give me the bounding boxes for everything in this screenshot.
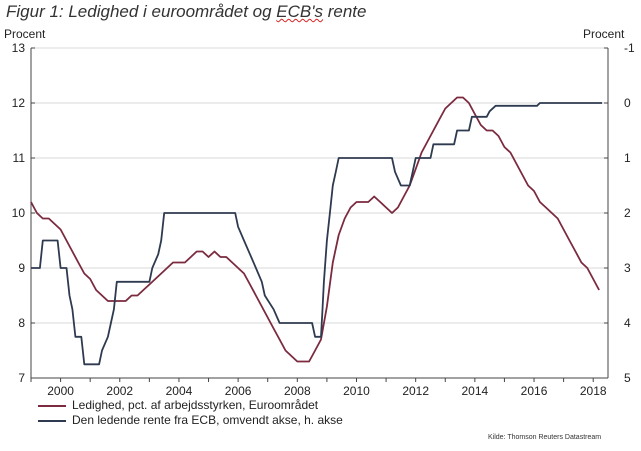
axes (30, 47, 609, 382)
left-tick-label-13: 13 (12, 41, 26, 55)
chart-title: Figur 1: Ledighed i euroområdet og ECB's… (6, 2, 366, 22)
x-tick-label-2016: 2016 (521, 384, 548, 398)
left-tick-label-10: 10 (12, 206, 26, 220)
right-tick-label--1: -1 (624, 41, 635, 55)
right-tick-label-3: 3 (624, 261, 631, 275)
x-tick-label-2006: 2006 (225, 384, 252, 398)
right-tick-label-5: 5 (624, 371, 631, 385)
x-tick-label-2014: 2014 (461, 384, 488, 398)
left-tick-label-9: 9 (18, 261, 25, 275)
chart-title-part-3: rente (323, 2, 367, 21)
left-tick-label-7: 7 (18, 371, 25, 385)
right-tick-label-2: 2 (624, 206, 631, 220)
left-tick-label-11: 11 (13, 151, 26, 165)
series-line-ecb-rate (31, 102, 603, 366)
legend-item-ecb-rate: Den ledende rente fra ECB, omvendt akse,… (38, 413, 343, 427)
right-tick-label-4: 4 (624, 316, 631, 330)
legend-label-unemployment: Ledighed, pct. af arbejdsstyrken, Euroom… (72, 398, 319, 412)
chart-title-part-1: Figur 1: Ledighed i euroområdet og (6, 2, 277, 21)
left-tick-label-8: 8 (18, 316, 25, 330)
x-tick-label-2010: 2010 (343, 384, 370, 398)
legend-swatch-unemployment (38, 404, 66, 407)
series-line-unemployment (30, 96, 600, 363)
x-tick-label-2008: 2008 (284, 384, 311, 398)
x-tick-label-2012: 2012 (402, 384, 429, 398)
legend-swatch-ecb-rate (38, 419, 66, 422)
x-tick-label-2000: 2000 (47, 384, 74, 398)
left-axis-unit: Procent (4, 27, 46, 41)
chart-title-part-2: ECB's (276, 2, 323, 21)
legend-item-unemployment: Ledighed, pct. af arbejdsstyrken, Euroom… (38, 398, 318, 412)
series-lines (30, 96, 603, 366)
x-tick-label-2002: 2002 (106, 384, 133, 398)
right-tick-label-0: 0 (624, 96, 631, 110)
right-axis-unit: Procent (583, 27, 625, 41)
right-tick-label-1: 1 (624, 151, 631, 165)
source-note: Kilde: Thomson Reuters Datastream (488, 434, 602, 441)
legend-label-ecb-rate: Den ledende rente fra ECB, omvendt akse,… (72, 413, 343, 427)
gridlines (31, 47, 608, 379)
x-tick-label-2018: 2018 (580, 384, 607, 398)
x-tick-label-2004: 2004 (166, 384, 193, 398)
left-tick-label-12: 12 (12, 96, 26, 110)
